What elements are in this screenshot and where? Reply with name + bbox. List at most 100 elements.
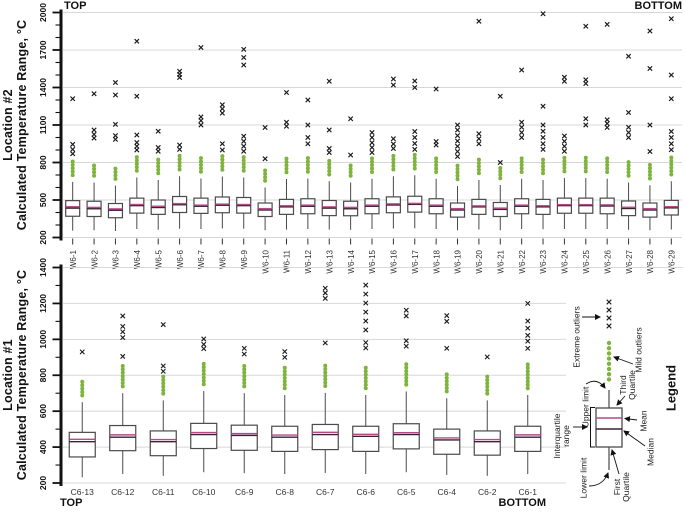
y-tick-label: 1400 bbox=[38, 78, 48, 97]
y-tick-label: 600 bbox=[38, 404, 48, 418]
box-W6-7: W6-7 bbox=[193, 44, 209, 269]
extreme-outlier-marker bbox=[454, 153, 461, 160]
category-label: C6-8 bbox=[276, 487, 295, 497]
extreme-outlier-marker bbox=[262, 124, 268, 131]
mild-outlier-dot bbox=[282, 369, 287, 374]
extreme-outlier-marker bbox=[540, 141, 546, 147]
extreme-outlier-marker bbox=[444, 318, 450, 324]
extreme-outlier-marker bbox=[412, 78, 418, 84]
legend-mild-dot bbox=[606, 346, 612, 351]
mild-outlier-dot bbox=[161, 374, 166, 379]
mild-outlier-dot bbox=[327, 172, 332, 177]
extreme-outlier-marker bbox=[668, 147, 674, 153]
mild-outlier-dot bbox=[626, 166, 631, 171]
panel2-axis-title-temperature: Calculated Temperature Range, °C bbox=[15, 269, 29, 481]
extreme-outlier-marker bbox=[540, 103, 546, 109]
extreme-outlier-marker bbox=[403, 307, 409, 313]
category-label: C6-13 bbox=[71, 487, 94, 497]
extreme-outlier-marker bbox=[454, 122, 461, 128]
box-W6-23: W6-23 bbox=[535, 11, 551, 274]
box-C6-4: C6-4 bbox=[433, 313, 461, 497]
extreme-outlier-marker bbox=[561, 74, 568, 80]
mild-outlier-dot bbox=[525, 376, 530, 381]
mild-outlier-dot bbox=[605, 159, 610, 164]
extreme-outlier-marker bbox=[155, 144, 161, 151]
iqr-box bbox=[68, 431, 96, 458]
mild-outlier-dot bbox=[284, 156, 289, 161]
box-W6-9: W6-9 bbox=[236, 46, 252, 269]
box-W6-4: W6-4 bbox=[129, 38, 145, 269]
extreme-outlier-marker bbox=[91, 127, 97, 133]
category-label: W6-7 bbox=[197, 249, 206, 269]
extreme-outlier-marker bbox=[604, 21, 610, 27]
category-label: W6-12 bbox=[304, 249, 313, 273]
mild-outlier-dot bbox=[242, 367, 247, 372]
mild-outlier-dot bbox=[444, 372, 449, 377]
arrow-mild-outliers bbox=[613, 355, 634, 365]
extreme-outlier-marker bbox=[476, 141, 482, 147]
extreme-outlier-marker bbox=[412, 146, 418, 152]
category-label: W6-13 bbox=[325, 249, 334, 273]
extreme-outlier-marker bbox=[134, 93, 140, 99]
mild-outlier-dot bbox=[583, 165, 588, 170]
mild-outlier-dot bbox=[444, 379, 449, 384]
extreme-outlier-marker bbox=[606, 299, 612, 305]
box-W6-24: W6-24 bbox=[556, 74, 573, 274]
category-label: C6-2 bbox=[478, 487, 497, 497]
box-W6-18: W6-18 bbox=[428, 86, 444, 274]
mild-outlier-dot bbox=[605, 156, 610, 161]
extreme-outlier-marker bbox=[160, 322, 166, 328]
box-W6-2: W6-2 bbox=[86, 91, 102, 269]
mild-outlier-dot bbox=[404, 362, 409, 367]
extreme-outlier-marker bbox=[241, 133, 247, 139]
box-W6-26: W6-26 bbox=[599, 21, 615, 274]
mild-outlier-dot bbox=[444, 389, 449, 394]
mild-outlier-dot bbox=[476, 171, 481, 176]
extreme-outlier-marker bbox=[412, 140, 418, 147]
extreme-outlier-marker bbox=[668, 134, 674, 141]
extreme-outlier-marker bbox=[583, 122, 589, 128]
extreme-outlier-marker bbox=[241, 143, 247, 149]
extreme-outlier-marker bbox=[241, 345, 247, 351]
extreme-outlier-marker bbox=[91, 131, 97, 137]
category-label: C6-1 bbox=[519, 487, 538, 497]
mild-outlier-dot bbox=[404, 375, 409, 380]
y-tick-label: 800 bbox=[38, 368, 48, 382]
box-W6-1: W6-1 bbox=[65, 96, 81, 269]
mild-outlier-dot bbox=[156, 167, 161, 172]
panel1-location2: 200 500 800 1100 1400 1700 2000 W6-1 W6-2 W6-3 W6-… bbox=[38, 3, 682, 274]
extreme-outlier-marker bbox=[369, 149, 375, 156]
panel1-axis-title-temperature: Calculated Temperature Range, °C bbox=[15, 19, 29, 231]
mild-outlier-dot bbox=[363, 376, 368, 381]
extreme-outlier-marker bbox=[176, 146, 183, 152]
iqr-box bbox=[149, 430, 177, 457]
legend-extreme-outliers-label: Extreme outliers bbox=[571, 306, 582, 368]
box-W6-28: W6-28 bbox=[642, 28, 658, 274]
extreme-outlier-marker bbox=[369, 140, 375, 146]
panel2-location1: 200 400 600 800 1000 1200 1400 C6-13 C6-12 C6-11 C… bbox=[38, 258, 683, 497]
mild-outlier-dot bbox=[220, 167, 225, 172]
mild-outlier-dot bbox=[647, 176, 652, 181]
extreme-outlier-marker bbox=[454, 127, 461, 133]
box-W6-8: W6-8 bbox=[214, 102, 230, 269]
extreme-outlier-marker bbox=[519, 134, 525, 141]
mild-outlier-dot bbox=[282, 382, 287, 387]
extreme-outlier-marker bbox=[363, 291, 369, 297]
extreme-outlier-marker bbox=[160, 363, 166, 369]
mild-outlier-dot bbox=[134, 158, 139, 163]
mild-outlier-dot bbox=[363, 365, 368, 370]
mild-outlier-dot bbox=[412, 152, 417, 157]
extreme-outlier-marker bbox=[454, 133, 461, 139]
legend-iqr-box bbox=[595, 407, 623, 448]
box-W6-20: W6-20 bbox=[471, 18, 487, 274]
extreme-outlier-marker bbox=[497, 93, 503, 99]
mild-outlier-dot bbox=[305, 159, 310, 164]
extreme-outlier-marker bbox=[606, 315, 612, 321]
arrow-first-quartile bbox=[610, 449, 620, 475]
mild-outlier-dot bbox=[434, 159, 439, 164]
mild-outlier-dot bbox=[434, 163, 439, 168]
extreme-outlier-marker bbox=[134, 38, 140, 44]
extreme-outlier-marker bbox=[604, 117, 610, 123]
y-axis-line bbox=[59, 264, 63, 486]
